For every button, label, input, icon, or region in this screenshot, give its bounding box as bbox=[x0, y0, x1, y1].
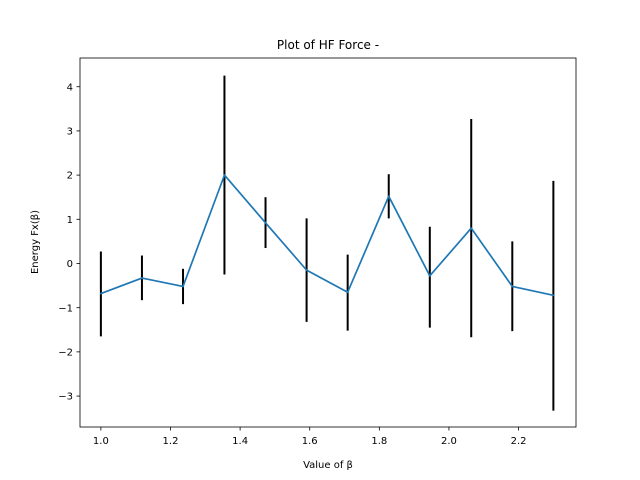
data-point bbox=[305, 269, 308, 272]
data-point bbox=[182, 285, 184, 288]
y-tick-label: 2 bbox=[67, 171, 73, 182]
data-point bbox=[387, 195, 390, 198]
data-point bbox=[511, 285, 514, 288]
plot-area bbox=[99, 75, 555, 411]
x-tick-label: 1.6 bbox=[302, 436, 318, 447]
data-point bbox=[346, 291, 349, 294]
data-point bbox=[428, 274, 431, 277]
y-tick-label: 1 bbox=[67, 215, 73, 226]
x-axis-label: Value of β bbox=[303, 460, 353, 471]
x-tick-label: 1.2 bbox=[163, 436, 179, 447]
data-point bbox=[223, 174, 226, 177]
y-tick-label: 3 bbox=[67, 127, 73, 138]
chart-title: Plot of HF Force - bbox=[277, 38, 379, 52]
axes-frame bbox=[79, 57, 577, 428]
y-tick-label: −2 bbox=[58, 347, 73, 358]
x-tick-label: 1.8 bbox=[371, 436, 387, 447]
y-axis-label: Energy Fx(β) bbox=[30, 210, 41, 274]
data-point bbox=[99, 292, 102, 295]
x-tick-label: 2.0 bbox=[441, 436, 457, 447]
data-point bbox=[141, 277, 143, 279]
x-tick-label: 1.4 bbox=[232, 436, 248, 447]
x-tick-label: 1.0 bbox=[93, 436, 109, 447]
data-point bbox=[264, 221, 267, 224]
y-tick-label: 4 bbox=[67, 82, 73, 93]
data-point bbox=[552, 294, 555, 297]
data-point bbox=[470, 227, 473, 230]
series-line bbox=[100, 174, 554, 297]
y-tick-label: 0 bbox=[67, 259, 73, 270]
y-tick-label: −1 bbox=[58, 303, 73, 314]
y-tick-label: −3 bbox=[58, 392, 73, 403]
x-tick-label: 2.2 bbox=[511, 436, 527, 447]
